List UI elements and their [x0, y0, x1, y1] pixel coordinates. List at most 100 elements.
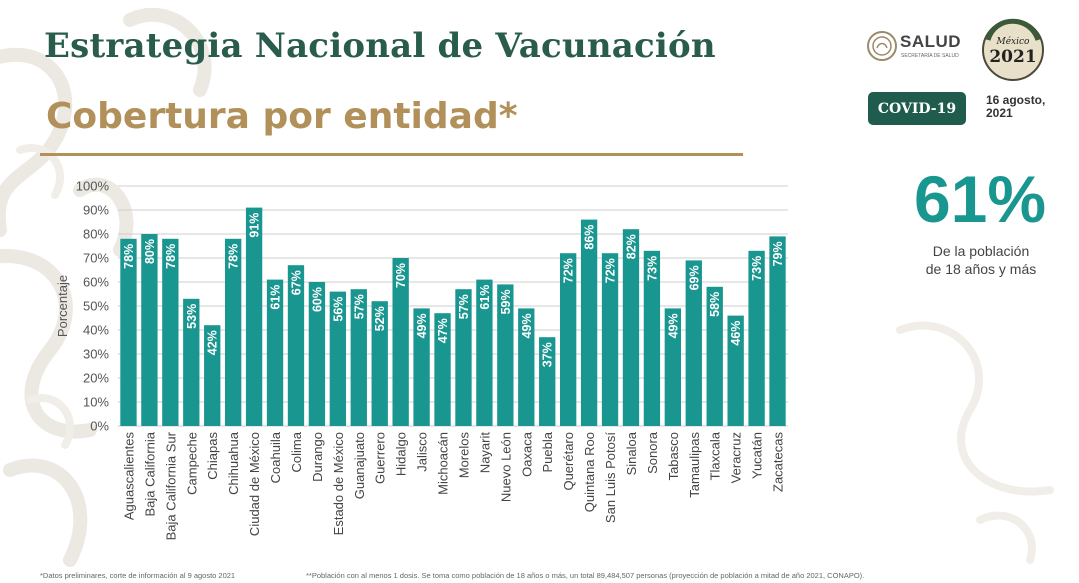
x-tick-label: Durango: [310, 432, 325, 482]
bar-data-labels: 78% 80% 78% 53% 42% 78% 91% 61% 67% 60% 56% 57% 52% 7…: [122, 213, 785, 368]
report-date: 16 agosto, 2021: [986, 93, 1046, 120]
bar-data-label: 70%: [394, 263, 408, 288]
salud-logo-text: SALUD: [900, 32, 962, 51]
x-tick-label: San Luis Potosí: [603, 432, 618, 523]
bar-nuevo-león: [497, 284, 514, 426]
bar-data-label: 47%: [436, 318, 450, 343]
x-axis-ticks: Aguascalientes Baja California Baja Califo…: [121, 431, 785, 540]
chart-bars: [120, 207, 786, 426]
mexico-2021-emblem: México 2021: [982, 18, 1044, 81]
bar-morelos: [455, 289, 472, 426]
bar-campeche: [183, 298, 200, 426]
y-tick-label: 90%: [83, 203, 109, 218]
bar-chihuahua: [224, 238, 242, 426]
bar-san-luis-potosí: [601, 253, 619, 426]
x-tick-label: Guanajuato: [352, 432, 367, 499]
x-tick-label: Baja California: [142, 431, 157, 516]
y-tick-label: 50%: [83, 299, 109, 314]
bar-ciudad-de-méxico: [245, 207, 263, 426]
bar-data-label: 78%: [122, 244, 136, 269]
coverage-stat-value: 61%: [913, 162, 1047, 236]
x-tick-label: Nayarit: [477, 432, 492, 474]
bar-data-label: 49%: [415, 313, 429, 338]
x-tick-label: Sonora: [645, 431, 660, 474]
bar-data-label: 60%: [310, 287, 324, 312]
bar-data-label: 49%: [666, 313, 680, 338]
x-tick-label: Campeche: [184, 432, 199, 495]
bar-data-label: 82%: [624, 234, 638, 259]
y-tick-label: 20%: [83, 371, 109, 386]
footnote-population: **Población con al menos 1 dosis. Se tom…: [306, 571, 865, 580]
salud-logo: SALUD SECRETARÍA DE SALUD: [866, 30, 968, 66]
bar-baja-california: [141, 234, 158, 426]
bar-data-label: 56%: [331, 297, 345, 322]
title-divider: [40, 153, 743, 156]
bar-zacatecas: [769, 236, 786, 426]
x-tick-label: Veracruz: [729, 432, 744, 483]
bar-nayarit: [476, 279, 493, 426]
bar-data-label: 57%: [352, 294, 366, 319]
bar-data-label: 53%: [185, 304, 199, 329]
y-axis-ticks: 0% 10% 20% 30% 40% 50% 60% 70% 80% 90% 100%: [76, 179, 110, 434]
x-tick-label: Michoacán: [436, 432, 451, 495]
bar-data-label: 42%: [206, 330, 220, 355]
x-tick-label: Baja California Sur: [163, 431, 178, 540]
bar-data-label: 52%: [373, 306, 387, 331]
bar-guanajuato: [350, 289, 367, 426]
x-tick-label: Nuevo León: [498, 432, 513, 502]
bar-data-label: 49%: [520, 313, 534, 338]
x-tick-label: Jalisco: [415, 432, 430, 472]
x-tick-label: Chiapas: [205, 432, 220, 480]
bar-data-label: 91%: [248, 213, 262, 238]
bar-data-label: 73%: [645, 256, 659, 281]
bar-data-label: 59%: [499, 289, 513, 314]
bar-data-label: 80%: [143, 239, 157, 264]
bar-baja-california-sur: [162, 238, 179, 426]
x-tick-label: Sinaloa: [624, 431, 639, 475]
page-subtitle: Cobertura por entidad*: [46, 96, 518, 137]
bar-data-label: 78%: [164, 244, 178, 269]
y-tick-label: 60%: [83, 275, 109, 290]
x-tick-label: Hidalgo: [394, 432, 409, 476]
stat-caption-line2: de 18 años y más: [925, 261, 1037, 277]
bar-durango: [308, 282, 326, 426]
y-tick-label: 100%: [76, 179, 110, 194]
covid-badge: COVID-19: [868, 92, 966, 125]
bar-data-label: 61%: [269, 285, 283, 310]
x-tick-label: Chihuahua: [226, 431, 241, 495]
x-tick-label: Zacatecas: [771, 432, 786, 492]
svg-text:2021: 2021: [989, 47, 1036, 67]
x-tick-label: Morelos: [456, 432, 471, 479]
y-tick-label: 40%: [83, 323, 109, 338]
x-tick-label: Estado de México: [331, 432, 346, 535]
x-tick-label: Ciudad de México: [247, 432, 262, 536]
bar-coahuila: [266, 279, 284, 426]
bar-tamaulipas: [685, 260, 702, 426]
bar-puebla: [539, 337, 556, 426]
bar-chiapas: [204, 325, 221, 426]
y-tick-label: 10%: [83, 395, 109, 410]
x-tick-label: Yucatán: [750, 432, 765, 479]
bar-data-label: 69%: [687, 265, 701, 290]
bar-oaxaca: [518, 308, 535, 426]
bar-querétaro: [559, 253, 577, 426]
bar-michoacán: [434, 313, 451, 426]
x-tick-label: Oaxaca: [519, 431, 534, 477]
bar-tabasco: [664, 308, 682, 426]
x-tick-label: Tamaulipas: [687, 432, 702, 498]
bar-yucatán: [748, 250, 765, 426]
bar-jalisco: [413, 308, 430, 426]
bar-data-label: 79%: [771, 241, 785, 266]
stat-caption-line1: De la población: [932, 243, 1030, 259]
svg-text:México: México: [996, 36, 1031, 47]
bar-data-label: 46%: [729, 321, 743, 346]
bar-sinaloa: [622, 229, 640, 426]
bar-quintana-roo: [580, 219, 598, 426]
bar-sonora: [643, 250, 661, 426]
bar-data-label: 73%: [750, 256, 764, 281]
x-tick-label: Querétaro: [561, 432, 576, 491]
bar-colima: [287, 265, 305, 426]
bar-hidalgo: [392, 258, 409, 426]
y-tick-label: 30%: [83, 347, 109, 362]
